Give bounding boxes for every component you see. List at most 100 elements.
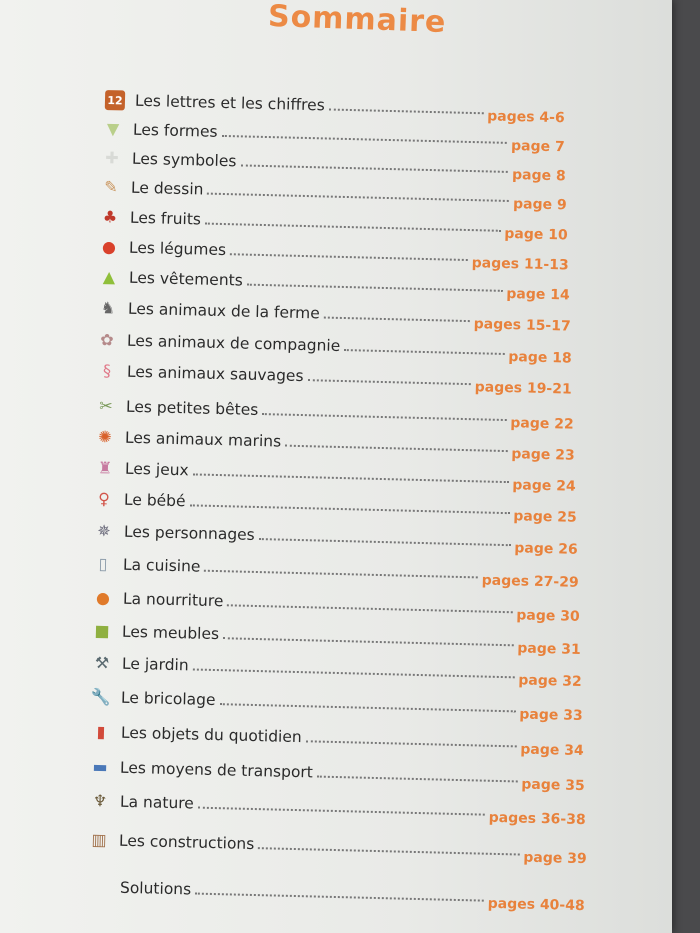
entry-pages: pages 4-6: [487, 108, 565, 127]
entry-pages: page 25: [513, 508, 577, 526]
toc-entry: ▮ Les objets du quotidien page 34: [91, 718, 585, 760]
entry-label: Les animaux sauvages: [126, 362, 304, 386]
entry-label: Les fruits: [129, 208, 202, 229]
dot-leader: [192, 473, 509, 484]
entry-label: Les animaux de compagnie: [126, 331, 341, 355]
dot-leader: [307, 379, 471, 386]
toc-entry-solutions: Solutions pages 40-48: [90, 873, 586, 915]
dragonfly-icon: ✂: [99, 396, 113, 416]
dot-leader: [222, 637, 514, 647]
entry-label: La cuisine: [122, 555, 201, 576]
entry-label: Le bébé: [123, 490, 186, 511]
flamingo-icon: §: [102, 361, 112, 381]
toc-entry: ▥ Les constructions page 39: [89, 826, 588, 868]
entry-pages: page 39: [523, 849, 587, 868]
cherries-icon: ♣: [102, 207, 118, 227]
entry-label: Les moyens de transport: [119, 758, 314, 782]
fridge-icon: ▯: [98, 554, 108, 574]
crab-icon: ✺: [98, 427, 112, 447]
building-icon: ▥: [91, 830, 107, 850]
toc-entry: ▬ Les moyens de transport page 35: [90, 753, 586, 795]
entry-label: Les symboles: [131, 149, 237, 171]
dot-leader: [195, 892, 484, 902]
character-icon: ✵: [97, 521, 111, 541]
trapezoid-shape-icon: ▼: [106, 119, 120, 139]
wrench-icon: 🔧: [90, 687, 112, 707]
cross-outline-icon: ✚: [105, 148, 119, 168]
entry-pages: page 31: [517, 640, 581, 658]
dot-leader: [262, 413, 507, 422]
dot-leader: [328, 108, 484, 115]
dot-leader: [227, 604, 513, 614]
palm-tree-icon: ♆: [92, 791, 108, 811]
entry-label: Le jardin: [121, 654, 189, 675]
dot-leader: [219, 703, 516, 713]
entry-pages: page 14: [506, 285, 570, 304]
entry-label: La nourriture: [122, 589, 224, 611]
donkey-icon: ♞: [100, 298, 116, 318]
entry-label: Les vêtements: [128, 268, 244, 290]
dot-leader: [229, 253, 468, 262]
entry-pages: pages 11-13: [471, 255, 569, 274]
dot-leader: [305, 740, 517, 748]
entry-pages: pages 27-29: [481, 572, 579, 591]
food-icon: ●: [95, 588, 111, 608]
entry-label: Les jeux: [124, 459, 189, 480]
mouse-icon: ✿: [100, 330, 114, 350]
toc-entry: ♆ La nature pages 36-38: [90, 787, 587, 829]
dot-leader: [323, 316, 470, 323]
pencil-icon: ✎: [104, 177, 118, 197]
entry-pages: page 30: [516, 607, 580, 625]
entry-label: La nature: [119, 792, 195, 813]
dot-leader: [285, 444, 508, 453]
dot-leader: [240, 164, 509, 173]
toc-entry: ▯ La cuisine pages 27-29: [93, 550, 580, 591]
entry-label: Les animaux de la ferme: [127, 299, 320, 323]
dot-leader: [197, 806, 485, 816]
entry-label: Les constructions: [118, 831, 255, 854]
entry-pages: page 35: [521, 776, 585, 795]
dot-leader: [246, 283, 503, 292]
dot-leader: [204, 222, 501, 232]
entry-pages: pages 40-48: [487, 895, 585, 915]
entry-pages: page 32: [518, 672, 582, 690]
entry-label: Les formes: [132, 120, 218, 141]
entry-pages: page 34: [520, 741, 584, 760]
toy-icon: ♜: [97, 458, 113, 478]
entry-pages: page 23: [511, 446, 575, 464]
dot-leader: [316, 775, 518, 783]
entry-pages: pages 19-21: [474, 379, 572, 398]
entry-pages: pages 36-38: [488, 809, 586, 829]
dot-leader: [189, 504, 510, 515]
dot-leader: [221, 134, 508, 144]
entry-pages: page 24: [512, 477, 576, 495]
dot-leader: [204, 569, 478, 579]
entry-pages: page 8: [511, 167, 566, 185]
page-title: Sommaire: [267, 0, 447, 41]
entry-pages: page 9: [512, 196, 567, 214]
dot-leader: [344, 349, 505, 355]
entry-label: Solutions: [119, 878, 192, 899]
entry-label: Les lettres et les chiffres: [134, 91, 325, 115]
entry-pages: page 33: [519, 706, 583, 725]
dot-leader: [258, 847, 520, 856]
shorts-icon: ▲: [102, 267, 116, 287]
car-icon: ▬: [92, 757, 108, 777]
dot-leader: [258, 538, 511, 547]
entry-label: Les personnages: [123, 522, 255, 544]
entry-pages: page 18: [508, 349, 572, 367]
rattle-icon: ♀: [97, 489, 111, 509]
entry-label: Les petites bêtes: [125, 397, 259, 419]
dot-leader: [207, 192, 510, 202]
tomato-icon: ●: [101, 237, 117, 257]
number-tile-icon: 12: [104, 90, 126, 111]
shovel-icon: ⚒: [94, 653, 110, 673]
entry-pages: pages 15-17: [473, 316, 571, 335]
armchair-icon: ■: [94, 621, 110, 641]
entry-pages: page 7: [510, 137, 565, 156]
entry-label: Les animaux marins: [124, 428, 282, 451]
entry-label: Les légumes: [128, 238, 227, 260]
entry-pages: page 22: [510, 415, 574, 433]
toc-entry: 🔧 Le bricolage page 33: [90, 683, 584, 725]
entry-label: Le dessin: [130, 178, 204, 199]
